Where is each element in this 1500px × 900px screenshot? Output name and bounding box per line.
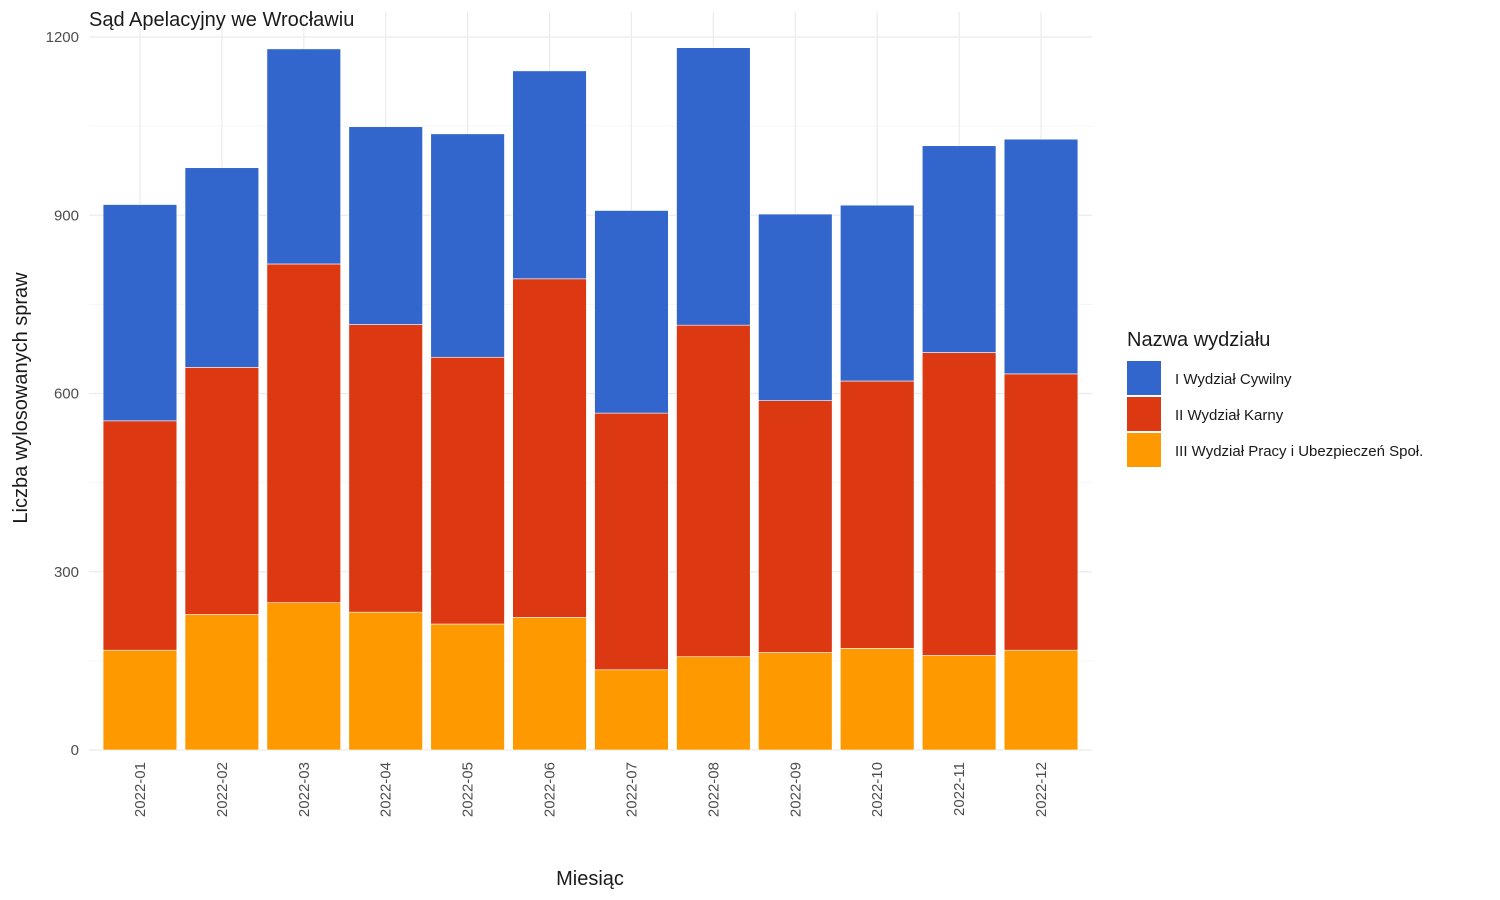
x-axis-ticks: 2022-01 2022-02 2022-03 2022-04 2022-05 2022-… — [132, 762, 1050, 817]
x-tick-label: 2022-05 — [460, 762, 477, 817]
bar-segment — [102, 420, 178, 651]
bar-segment — [348, 324, 423, 613]
bar-segment — [676, 656, 751, 751]
legend: Nazwa wydziału I Wydział Cywilny II Wydzi… — [1127, 329, 1423, 467]
bar-segment — [430, 623, 505, 751]
bar-segment — [594, 210, 669, 414]
bar-segment — [676, 47, 751, 326]
bar-segment — [266, 48, 341, 265]
bar-segment — [1003, 649, 1079, 751]
x-tick-label: 2022-07 — [623, 762, 640, 817]
bar-segment — [758, 652, 833, 751]
x-tick-label: 2022-10 — [869, 762, 886, 817]
y-tick-label: 1200 — [46, 29, 79, 46]
x-tick-label: 2022-11 — [951, 762, 968, 816]
bar-segment — [758, 400, 833, 653]
legend-key — [1127, 397, 1161, 431]
bar-segment — [676, 324, 751, 658]
bar-segment — [594, 669, 669, 751]
bar-segment — [1003, 138, 1079, 375]
y-tick-label: 0 — [71, 742, 79, 759]
legend-key — [1127, 433, 1161, 467]
bar-segment — [102, 204, 178, 422]
bar-segment — [921, 145, 997, 353]
bar-segment — [840, 648, 915, 751]
bar-segment — [512, 617, 587, 751]
bar-segment — [348, 126, 423, 325]
bar-segment — [512, 70, 587, 280]
bar-segment — [184, 167, 260, 368]
x-tick-label: 2022-02 — [214, 762, 231, 817]
bar-segment — [594, 412, 669, 671]
x-axis-title: Miesiąc — [556, 868, 624, 890]
y-tick-label: 900 — [54, 207, 79, 224]
bar-segment — [348, 611, 423, 751]
legend-label: III Wydział Pracy i Ubezpieczeń Społ. — [1175, 443, 1423, 460]
x-tick-label: 2022-04 — [378, 762, 395, 817]
y-axis-ticks: 0 300 600 900 1200 — [46, 29, 79, 759]
bar-segment — [512, 278, 587, 618]
x-tick-label: 2022-03 — [296, 762, 313, 817]
y-axis-title: Liczba wylosowanych spraw — [10, 272, 32, 524]
bar-segment — [921, 352, 997, 656]
bar-segment — [758, 213, 833, 401]
bar-segment — [184, 614, 260, 751]
bars — [102, 47, 1079, 751]
x-tick-label: 2022-12 — [1033, 762, 1050, 817]
x-tick-label: 2022-08 — [705, 762, 722, 817]
bar-segment — [1003, 373, 1079, 651]
bar-segment — [840, 380, 915, 649]
bar-segment — [266, 263, 341, 603]
bar-segment — [266, 602, 341, 751]
bar-segment — [840, 204, 915, 382]
chart-title: Sąd Apelacyjny we Wrocławiu — [89, 9, 354, 31]
y-tick-label: 300 — [54, 564, 79, 581]
bar-segment — [102, 649, 178, 751]
bar-segment — [430, 356, 505, 625]
legend-label: I Wydział Cywilny — [1175, 371, 1292, 388]
legend-label: II Wydział Karny — [1175, 407, 1284, 424]
legend-key — [1127, 361, 1161, 395]
x-tick-label: 2022-09 — [787, 762, 804, 817]
x-tick-label: 2022-01 — [132, 762, 149, 817]
bar-segment — [921, 655, 997, 751]
bar-segment — [184, 367, 260, 615]
y-tick-label: 600 — [54, 386, 79, 403]
bar-segment — [430, 133, 505, 358]
x-tick-label: 2022-06 — [542, 762, 559, 817]
legend-title: Nazwa wydziału — [1127, 329, 1270, 351]
